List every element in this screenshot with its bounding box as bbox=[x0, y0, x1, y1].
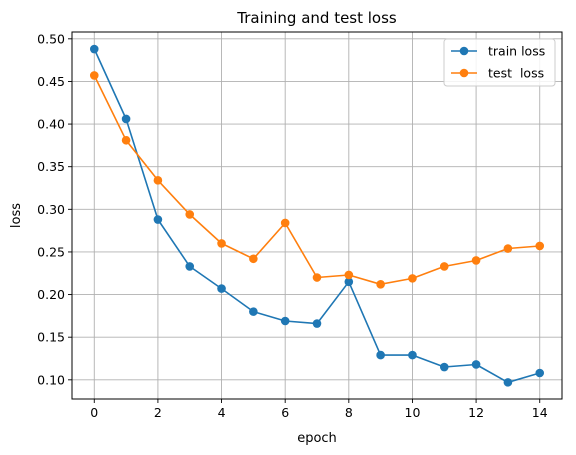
data-point bbox=[408, 350, 417, 360]
data-point bbox=[471, 360, 481, 369]
data-point bbox=[471, 256, 481, 265]
legend-label: train loss bbox=[488, 44, 545, 59]
grid bbox=[72, 32, 562, 399]
legend-marker bbox=[459, 68, 469, 78]
data-point bbox=[344, 277, 354, 287]
data-point bbox=[439, 262, 449, 271]
legend-marker bbox=[459, 46, 469, 56]
axis-ticks: 0 2 4 6 8 10 12 14 0.10 0.15 0.20 0.25 0.30 0.35 0.40 0… bbox=[37, 31, 548, 420]
x-tick-label: 6 bbox=[281, 405, 289, 420]
y-tick-label: 0.25 bbox=[37, 244, 65, 259]
y-tick-label: 0.20 bbox=[37, 287, 65, 302]
data-point bbox=[121, 135, 131, 145]
data-point bbox=[535, 241, 545, 251]
data-point bbox=[280, 316, 290, 326]
y-tick-label: 0.15 bbox=[37, 330, 65, 345]
data-point bbox=[376, 350, 385, 360]
y-tick-label: 0.50 bbox=[37, 31, 65, 46]
data-point bbox=[153, 215, 163, 224]
data-point bbox=[121, 114, 131, 124]
series-layer bbox=[89, 44, 545, 387]
data-point bbox=[408, 274, 417, 283]
x-tick-label: 10 bbox=[405, 405, 421, 420]
data-point bbox=[185, 262, 195, 271]
y-axis-label: loss bbox=[9, 203, 24, 228]
y-tick-label: 0.45 bbox=[37, 74, 65, 89]
y-tick-label: 0.35 bbox=[37, 159, 65, 174]
x-tick-label: 4 bbox=[218, 405, 226, 420]
data-point bbox=[89, 71, 99, 80]
data-point bbox=[344, 270, 354, 280]
series-0 bbox=[89, 44, 545, 387]
chart-title: Training and test loss bbox=[236, 9, 397, 27]
data-point bbox=[217, 284, 226, 293]
data-point bbox=[503, 244, 513, 253]
data-point bbox=[535, 368, 545, 378]
data-point bbox=[89, 44, 99, 54]
plot-frame bbox=[71, 31, 563, 400]
data-point bbox=[217, 239, 226, 248]
series-1 bbox=[89, 71, 545, 289]
x-tick-label: 2 bbox=[154, 405, 162, 420]
legend-label: test loss bbox=[488, 66, 544, 81]
data-point bbox=[249, 254, 258, 264]
data-point bbox=[376, 280, 385, 289]
data-point bbox=[503, 378, 513, 387]
data-point bbox=[153, 176, 163, 185]
x-axis-label: epoch bbox=[297, 431, 337, 446]
data-point bbox=[280, 218, 290, 228]
legend: train loss test loss bbox=[443, 38, 556, 87]
data-point bbox=[185, 210, 195, 219]
x-tick-label: 14 bbox=[532, 405, 548, 420]
y-tick-label: 0.10 bbox=[37, 372, 65, 387]
series-line bbox=[93, 48, 540, 384]
data-point bbox=[312, 319, 322, 328]
x-tick-label: 0 bbox=[90, 405, 98, 420]
y-tick-label: 0.30 bbox=[37, 202, 65, 217]
x-tick-label: 12 bbox=[468, 405, 484, 420]
data-point bbox=[249, 307, 258, 316]
y-tick-label: 0.40 bbox=[37, 117, 65, 132]
x-tick-label: 8 bbox=[345, 405, 353, 420]
data-point bbox=[439, 362, 449, 372]
data-point bbox=[312, 273, 322, 282]
